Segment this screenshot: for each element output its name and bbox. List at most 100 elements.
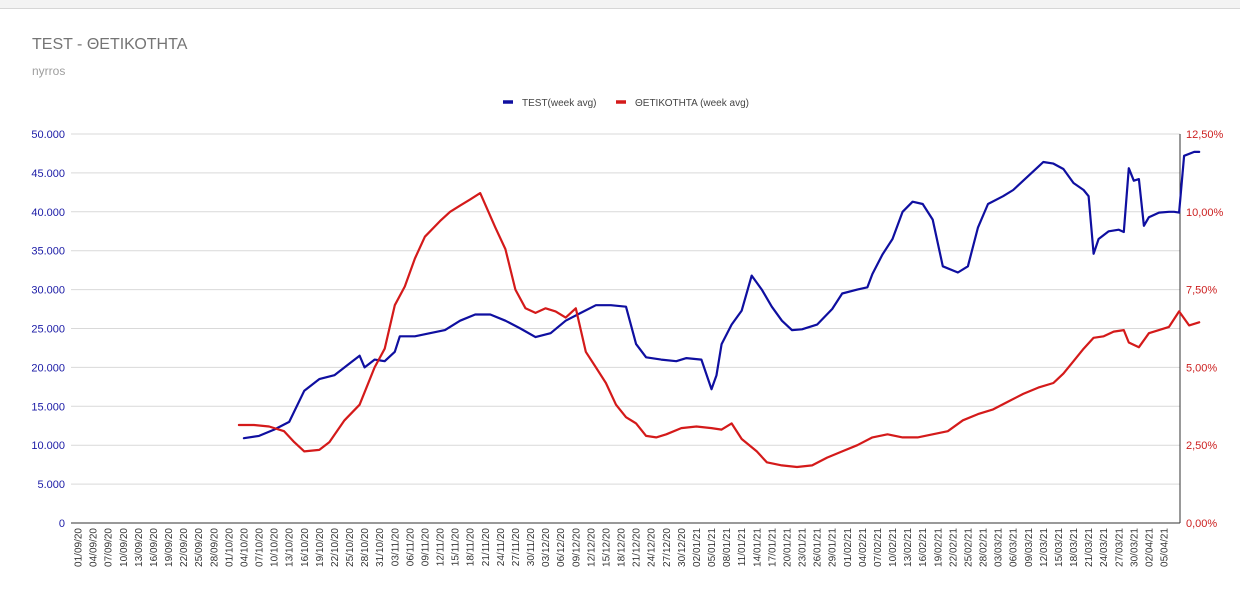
x-tick-label: 10/02/21 (888, 528, 899, 567)
x-tick-label: 19/02/21 (933, 528, 944, 567)
x-tick-label: 16/09/20 (149, 528, 160, 567)
series-lines (237, 150, 1201, 469)
x-tick-label: 15/11/20 (451, 528, 462, 567)
x-tick-label: 03/12/20 (541, 528, 552, 567)
x-tick-label: 05/01/21 (707, 528, 718, 567)
x-tick-label: 09/12/20 (571, 528, 582, 567)
x-tick-label: 16/10/20 (300, 528, 311, 567)
x-tick-label: 28/09/20 (209, 528, 220, 567)
x-tick-label: 04/02/21 (858, 528, 869, 567)
x-tick-label: 20/01/21 (782, 528, 793, 567)
series-line-test (242, 150, 1201, 440)
chart-title: TEST - ΘΕΤΙΚΟΤΗΤΑ (32, 36, 188, 53)
x-tick-label: 21/11/20 (481, 528, 492, 567)
left-y-axis: 0 5.000 10.000 15.000 20.000 25.000 30.000 35.0… (31, 129, 65, 530)
left-tick-label: 25.000 (31, 324, 65, 336)
x-tick-label: 16/02/21 (918, 528, 929, 567)
left-tick-label: 0 (59, 518, 65, 530)
x-tick-label: 28/02/21 (979, 528, 990, 567)
x-tick-label: 01/02/21 (843, 528, 854, 567)
x-tick-label: 03/03/21 (994, 528, 1005, 567)
x-tick-label: 13/09/20 (134, 528, 145, 567)
legend-item-positivity[interactable]: ΘΕΤΙΚΟΤΗΤΑ (week avg) (616, 98, 749, 109)
legend-item-test[interactable]: TEST(week avg) (503, 98, 596, 109)
left-tick-label: 40.000 (31, 207, 65, 219)
x-tick-label: 24/03/21 (1099, 528, 1110, 567)
right-tick-label: 2,50% (1186, 440, 1217, 452)
x-tick-label: 17/01/21 (767, 528, 778, 567)
x-tick-label: 18/03/21 (1069, 528, 1080, 567)
x-tick-label: 31/10/20 (375, 528, 386, 567)
right-tick-label: 0,00% (1186, 518, 1217, 530)
x-tick-label: 25/02/21 (963, 528, 974, 567)
x-tick-label: 18/12/20 (617, 528, 628, 567)
left-tick-label: 45.000 (31, 168, 65, 180)
gridlines (71, 133, 1180, 485)
x-tick-label: 09/03/21 (1024, 528, 1035, 567)
x-tick-label: 12/11/20 (436, 528, 447, 567)
x-tick-label: 28/10/20 (360, 528, 371, 567)
x-tick-label: 30/03/21 (1129, 528, 1140, 567)
x-tick-label: 22/02/21 (948, 528, 959, 567)
x-tick-label: 23/01/21 (798, 528, 809, 567)
x-tick-label: 13/10/20 (285, 528, 296, 567)
x-tick-label: 15/12/20 (601, 528, 612, 567)
left-tick-label: 35.000 (31, 246, 65, 258)
x-tick-label: 03/11/20 (390, 528, 401, 567)
x-tick-label: 06/11/20 (405, 528, 416, 567)
x-tick-label: 07/02/21 (873, 528, 884, 567)
x-tick-label: 05/04/21 (1160, 528, 1171, 567)
right-tick-label: 7,50% (1186, 285, 1217, 297)
x-tick-label: 25/09/20 (194, 528, 205, 567)
x-tick-label: 02/01/21 (692, 528, 703, 567)
x-tick-label: 29/01/21 (828, 528, 839, 567)
right-tick-label: 5,00% (1186, 362, 1217, 374)
left-tick-label: 10.000 (31, 440, 65, 452)
x-tick-label: 04/09/20 (89, 528, 100, 567)
series-line-positivity (237, 192, 1201, 469)
x-tick-label: 01/10/20 (224, 528, 235, 567)
x-tick-label: 30/11/20 (526, 528, 537, 567)
x-tick-label: 27/11/20 (511, 528, 522, 567)
x-tick-label: 25/10/20 (345, 528, 356, 567)
right-y-axis: 0,00% 2,50% 5,00% 7,50% 10,00% 12,50% (1179, 129, 1224, 530)
x-tick-label: 12/12/20 (586, 528, 597, 567)
x-tick-label: 06/12/20 (556, 528, 567, 567)
x-tick-label: 21/03/21 (1084, 528, 1095, 567)
x-tick-label: 22/09/20 (179, 528, 190, 567)
x-tick-label: 27/12/20 (662, 528, 673, 567)
x-tick-label: 24/11/20 (496, 528, 507, 567)
x-tick-label: 24/12/20 (647, 528, 658, 567)
x-tick-label: 30/12/20 (677, 528, 688, 567)
x-tick-label: 06/03/21 (1009, 528, 1020, 567)
x-tick-label: 18/11/20 (466, 528, 477, 567)
x-tick-label: 26/01/21 (813, 528, 824, 567)
x-tick-label: 04/10/20 (239, 528, 250, 567)
right-tick-label: 10,00% (1186, 207, 1224, 219)
x-tick-label: 19/09/20 (164, 528, 175, 567)
right-tick-label: 12,50% (1186, 129, 1224, 141)
x-axis: 01/09/20 04/09/20 07/09/20 10/09/20 13/09/20… (71, 522, 1180, 567)
window-top-strip (0, 0, 1240, 9)
x-tick-label: 08/01/21 (722, 528, 733, 567)
x-tick-label: 07/10/20 (255, 528, 266, 567)
x-tick-label: 11/01/21 (737, 528, 748, 567)
left-tick-label: 5.000 (37, 479, 65, 491)
x-tick-label: 02/04/21 (1144, 528, 1155, 567)
x-tick-label: 21/12/20 (632, 528, 643, 567)
x-tick-label: 10/09/20 (119, 528, 130, 567)
legend[interactable]: TEST(week avg) ΘΕΤΙΚΟΤΗΤΑ (week avg) (503, 98, 749, 109)
x-tick-label: 01/09/20 (74, 528, 85, 567)
left-tick-label: 50.000 (31, 129, 65, 141)
left-tick-label: 20.000 (31, 362, 65, 374)
x-tick-label: 07/09/20 (104, 528, 115, 567)
x-tick-label: 22/10/20 (330, 528, 341, 567)
legend-label: TEST(week avg) (522, 98, 596, 109)
x-tick-label: 15/03/21 (1054, 528, 1065, 567)
x-tick-label: 13/02/21 (903, 528, 914, 567)
x-tick-label: 09/11/20 (420, 528, 431, 567)
x-tick-label: 12/03/21 (1039, 528, 1050, 567)
x-tick-label: 27/03/21 (1114, 528, 1125, 567)
x-tick-label: 10/10/20 (270, 528, 281, 567)
